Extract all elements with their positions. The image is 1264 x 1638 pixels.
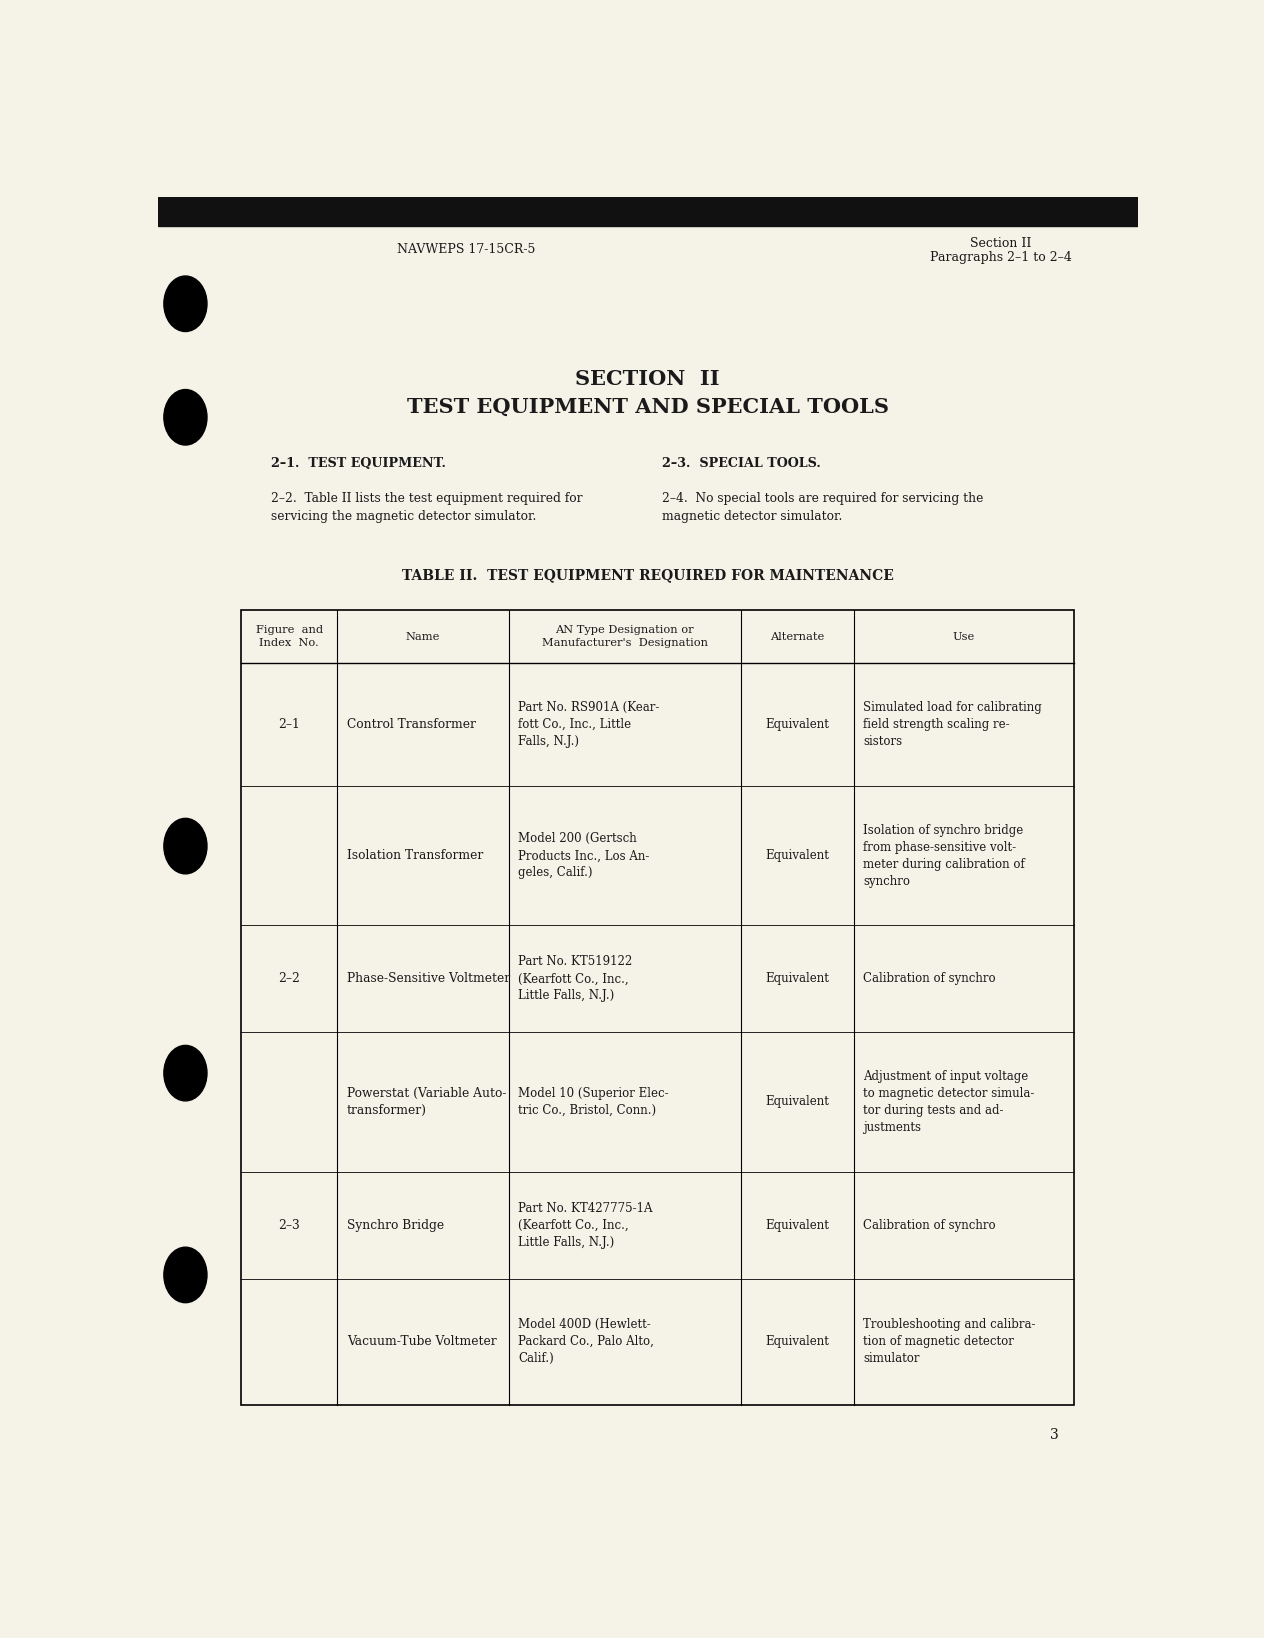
Text: Figure  and
Index  No.: Figure and Index No. (255, 626, 322, 649)
Text: 2–1.  TEST EQUIPMENT.: 2–1. TEST EQUIPMENT. (270, 457, 445, 470)
Text: Paragraphs 2–1 to 2–4: Paragraphs 2–1 to 2–4 (929, 251, 1072, 264)
Text: Equivalent: Equivalent (765, 1219, 829, 1232)
Text: SECTION  II: SECTION II (575, 370, 720, 390)
Text: 2–3: 2–3 (278, 1219, 300, 1232)
Text: Section II: Section II (969, 238, 1031, 249)
Text: Equivalent: Equivalent (765, 973, 829, 986)
Circle shape (164, 1247, 207, 1302)
Text: 3: 3 (1050, 1428, 1059, 1441)
Text: Model 400D (Hewlett-
Packard Co., Palo Alto,
Calif.): Model 400D (Hewlett- Packard Co., Palo A… (518, 1319, 655, 1364)
Text: TEST EQUIPMENT AND SPECIAL TOOLS: TEST EQUIPMENT AND SPECIAL TOOLS (407, 396, 889, 418)
Circle shape (164, 390, 207, 446)
Text: Control Transformer: Control Transformer (348, 717, 477, 731)
Text: Use: Use (953, 632, 975, 642)
Text: Calibration of synchro: Calibration of synchro (863, 1219, 996, 1232)
Text: 2–1: 2–1 (278, 717, 300, 731)
Circle shape (164, 1045, 207, 1101)
Text: Name: Name (406, 632, 440, 642)
Text: Part No. KT519122
(Kearfott Co., Inc.,
Little Falls, N.J.): Part No. KT519122 (Kearfott Co., Inc., L… (518, 955, 633, 1002)
Text: Isolation Transformer: Isolation Transformer (348, 850, 483, 862)
Text: Equivalent: Equivalent (765, 1096, 829, 1109)
Circle shape (164, 277, 207, 331)
Text: AN Type Designation or
Manufacturer's  Designation: AN Type Designation or Manufacturer's De… (542, 626, 708, 649)
Text: Equivalent: Equivalent (765, 850, 829, 862)
Bar (158, 197, 1138, 226)
Text: Model 10 (Superior Elec-
tric Co., Bristol, Conn.): Model 10 (Superior Elec- tric Co., Brist… (518, 1088, 669, 1117)
Text: Equivalent: Equivalent (765, 717, 829, 731)
Text: Isolation of synchro bridge
from phase-sensitive volt-
meter during calibration : Isolation of synchro bridge from phase-s… (863, 824, 1025, 888)
Text: Part No. KT427775-1A
(Kearfott Co., Inc.,
Little Falls, N.J.): Part No. KT427775-1A (Kearfott Co., Inc.… (518, 1202, 653, 1248)
Text: Powerstat (Variable Auto-
transformer): Powerstat (Variable Auto- transformer) (348, 1088, 507, 1117)
Circle shape (164, 819, 207, 873)
Text: Equivalent: Equivalent (765, 1335, 829, 1348)
Text: Model 200 (Gertsch
Products Inc., Los An-
geles, Calif.): Model 200 (Gertsch Products Inc., Los An… (518, 832, 650, 880)
Text: 2–3.  SPECIAL TOOLS.: 2–3. SPECIAL TOOLS. (662, 457, 822, 470)
Text: 2–4.  No special tools are required for servicing the
magnetic detector simulato: 2–4. No special tools are required for s… (662, 491, 983, 523)
Text: Phase-Sensitive Voltmeter: Phase-Sensitive Voltmeter (348, 973, 511, 986)
Text: Calibration of synchro: Calibration of synchro (863, 973, 996, 986)
Text: NAVWEPS 17-15CR-5: NAVWEPS 17-15CR-5 (397, 242, 536, 256)
Text: Adjustment of input voltage
to magnetic detector simula-
tor during tests and ad: Adjustment of input voltage to magnetic … (863, 1070, 1035, 1133)
Text: Alternate: Alternate (770, 632, 824, 642)
Text: Synchro Bridge: Synchro Bridge (348, 1219, 444, 1232)
Text: 2–2.  Table II lists the test equipment required for
servicing the magnetic dete: 2–2. Table II lists the test equipment r… (270, 491, 583, 523)
Text: TABLE II.  TEST EQUIPMENT REQUIRED FOR MAINTENANCE: TABLE II. TEST EQUIPMENT REQUIRED FOR MA… (402, 568, 894, 581)
Bar (241, 611, 1074, 1405)
Text: Vacuum-Tube Voltmeter: Vacuum-Tube Voltmeter (348, 1335, 497, 1348)
Text: Simulated load for calibrating
field strength scaling re-
sistors: Simulated load for calibrating field str… (863, 701, 1042, 749)
Text: Part No. RS901A (Kear-
fott Co., Inc., Little
Falls, N.J.): Part No. RS901A (Kear- fott Co., Inc., L… (518, 701, 660, 749)
Text: Troubleshooting and calibra-
tion of magnetic detector
simulator: Troubleshooting and calibra- tion of mag… (863, 1319, 1035, 1364)
Text: 2–2: 2–2 (278, 973, 301, 986)
